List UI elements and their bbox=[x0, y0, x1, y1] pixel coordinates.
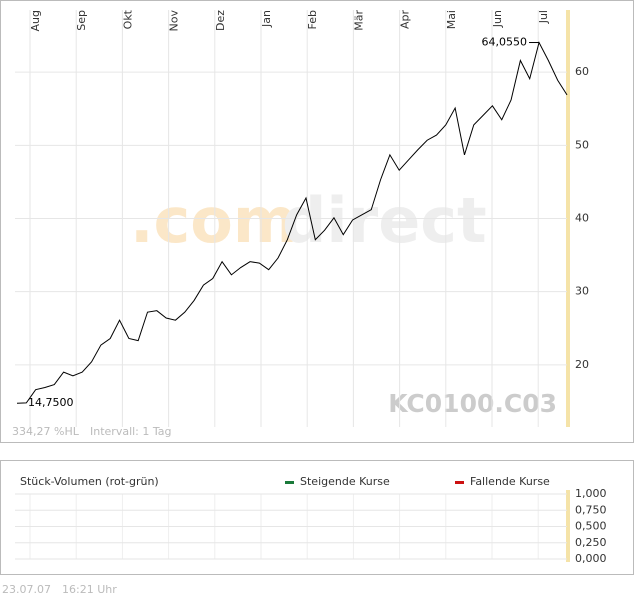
y-tick-label: 0,250 bbox=[575, 536, 607, 549]
watermark: .com bbox=[130, 184, 298, 257]
price-panel bbox=[0, 0, 634, 443]
footer-time: 16:21 Uhr bbox=[62, 583, 117, 596]
symbol: KC0100.C03 bbox=[388, 389, 557, 418]
legend-swatch bbox=[455, 481, 464, 484]
y-tick-label: 0,000 bbox=[575, 552, 607, 565]
y-tick-label: 40 bbox=[575, 212, 589, 225]
y-tick-label: 30 bbox=[575, 285, 589, 298]
footer-date: 23.07.07 bbox=[2, 583, 51, 596]
legend-label: Fallende Kurse bbox=[470, 475, 550, 488]
x-tick-label: Apr bbox=[399, 10, 412, 30]
max-label: 64,0550 bbox=[482, 36, 528, 49]
y-tick-label: 0,750 bbox=[575, 503, 607, 516]
volume-title: Stück-Volumen (rot-grün) bbox=[20, 475, 159, 488]
x-tick-label: Dez bbox=[214, 10, 227, 31]
footnote: 334,27 %HL bbox=[12, 425, 80, 438]
legend-swatch bbox=[285, 481, 294, 484]
y-tick-label: 60 bbox=[575, 65, 589, 78]
today-marker bbox=[566, 10, 570, 427]
x-tick-label: Jul bbox=[537, 10, 550, 24]
volume-panel bbox=[0, 460, 634, 575]
price-line bbox=[16, 41, 568, 404]
watermark: direct bbox=[282, 184, 487, 257]
legend-label: Steigende Kurse bbox=[300, 475, 390, 488]
x-tick-label: Aug bbox=[29, 10, 42, 31]
x-tick-label: Jan bbox=[260, 10, 273, 28]
x-tick-label: Feb bbox=[306, 10, 319, 29]
x-tick-label: Sep bbox=[75, 10, 88, 31]
min-label: 14,7500 bbox=[28, 396, 74, 409]
x-tick-label: Mär bbox=[352, 10, 365, 31]
y-tick-label: 20 bbox=[575, 358, 589, 371]
x-tick-label: Mai bbox=[445, 10, 458, 29]
x-tick-label: Nov bbox=[168, 10, 181, 32]
today-marker bbox=[566, 490, 570, 562]
y-tick-label: 0,500 bbox=[575, 520, 607, 533]
y-tick-label: 1,000 bbox=[575, 487, 607, 500]
x-tick-label: Jun bbox=[491, 10, 504, 28]
x-tick-label: Okt bbox=[121, 9, 134, 29]
y-tick-label: 50 bbox=[575, 138, 589, 151]
footnote: Intervall: 1 Tag bbox=[90, 425, 172, 438]
